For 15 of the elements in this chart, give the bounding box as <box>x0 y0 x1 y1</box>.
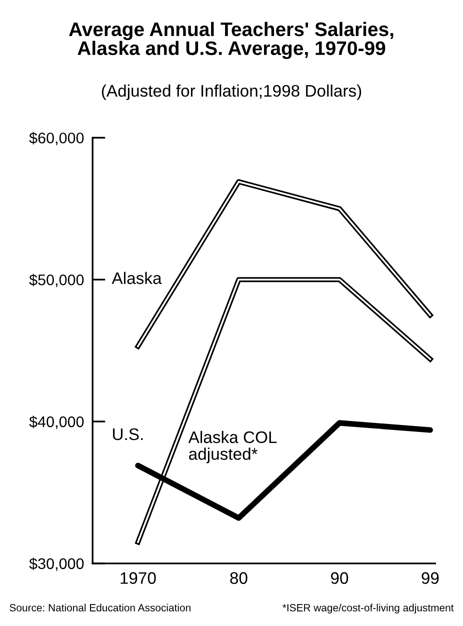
series-label: U.S. <box>113 428 143 440</box>
x-tick-label: 1970 <box>120 572 156 584</box>
y-tick-label: $40,000 <box>29 416 84 429</box>
series-label: Alaska <box>112 272 162 284</box>
chart-subtitle: (Adjusted for Inflation;1998 Dollars) <box>102 84 362 100</box>
series-label: Alaska COL adjusted* <box>188 430 277 464</box>
y-tick-label: $30,000 <box>29 558 84 571</box>
text: *ISER wage/cost-of-living adjustment <box>282 604 454 614</box>
y-tick-label: $60,000 <box>29 132 84 146</box>
x-tick-label: 90 <box>331 572 348 584</box>
x-tick-label: 80 <box>230 572 248 584</box>
y-tick-label: $50,000 <box>29 274 84 288</box>
source-note: Source: National Education Association <box>10 604 190 612</box>
chart-title: Average Annual Teachers' Salaries, Alaska and U.S. Average, 1970-99 <box>69 22 394 60</box>
x-tick-label: 99 <box>422 572 439 584</box>
